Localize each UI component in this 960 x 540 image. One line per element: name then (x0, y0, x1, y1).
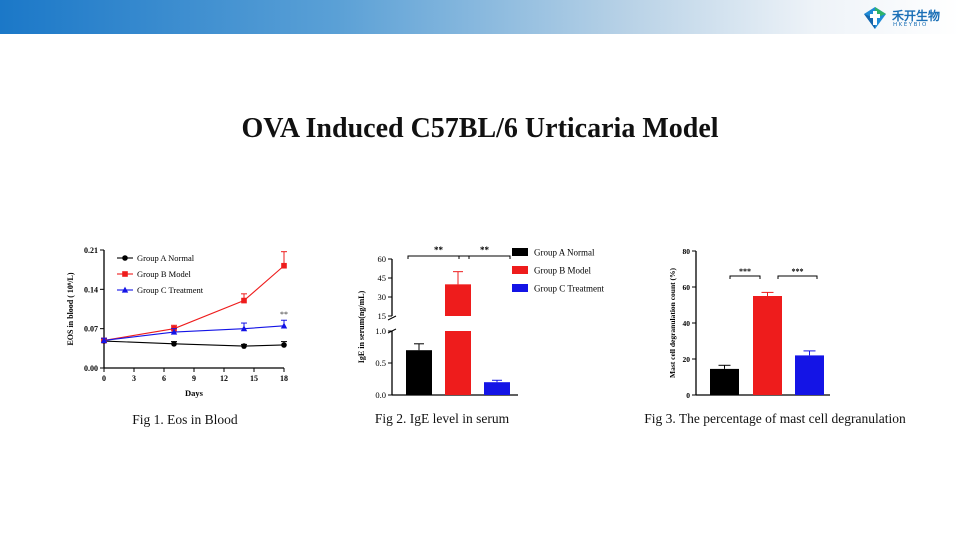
data-point (240, 325, 248, 332)
y-tick-label: 80 (683, 247, 691, 256)
data-point (170, 328, 178, 335)
bar (795, 355, 824, 395)
legend-label: Group B Model (137, 269, 191, 279)
y-tick-label: 0.07 (84, 325, 98, 334)
y-tick-label: 0.14 (84, 285, 98, 294)
data-point (122, 255, 128, 261)
data-point (281, 342, 287, 348)
figure-ige-serum: 15 30 45 60 0.0 0.5 1.0 IgE in serum(ng/mL) ** **… (350, 240, 640, 410)
significance-label: ** (280, 310, 288, 319)
axis-break-mark (387, 315, 397, 321)
x-tick-label: 12 (220, 374, 228, 383)
legend-swatch (512, 266, 528, 274)
significance-label: *** (792, 267, 804, 276)
y-tick-label: 60 (378, 254, 387, 264)
header-band (0, 0, 960, 34)
legend-label: Group C Treatment (534, 284, 605, 294)
legend-label: Group B Model (534, 266, 591, 276)
logo-text-en: HKEYBIO (893, 22, 928, 28)
y-tick-label: 40 (683, 319, 691, 328)
y-tick-label: 1.0 (375, 326, 386, 336)
significance-bracket (407, 255, 470, 259)
figure-eos-blood: 0.00 0.07 0.14 0.21 0 3 6 9 12 15 18 Days EOS in blo… (60, 240, 300, 410)
legend-label: Group C Treatment (137, 285, 204, 295)
data-point (100, 337, 108, 344)
bar (445, 284, 471, 316)
logo-text-cn: 禾开生物 (892, 9, 941, 23)
data-point (121, 286, 129, 293)
y-tick-label: 0.0 (375, 390, 386, 400)
series-1 (101, 251, 287, 344)
x-tick-label: 9 (192, 374, 196, 383)
x-axis-label: Days (185, 388, 204, 398)
y-tick-label: 0.21 (84, 246, 98, 255)
caption-fig1: Fig 1. Eos in Blood (132, 412, 238, 427)
bar (710, 368, 739, 395)
significance-bracket (777, 275, 818, 279)
mast-cell-bar-chart: 0 20 40 60 80 Mast cell degranulation count (… (668, 247, 830, 400)
legend-label: Group A Normal (534, 248, 595, 258)
x-tick-label: 15 (250, 374, 258, 383)
y-axis-label: EOS in blood ( 10⁹/L) (66, 272, 75, 345)
y-tick-label: 15 (378, 311, 387, 321)
bar (445, 331, 471, 395)
x-tick-label: 0 (102, 374, 106, 383)
y-tick-label: 0 (686, 391, 690, 400)
series-0 (101, 338, 287, 349)
legend-swatch (512, 248, 528, 256)
x-tick-label: 18 (280, 374, 288, 383)
y-tick-label: 20 (683, 355, 691, 364)
x-tick-label: 3 (132, 374, 136, 383)
data-point (171, 341, 177, 347)
significance-bracket (729, 275, 761, 279)
bar (753, 296, 782, 395)
significance-bracket (458, 255, 511, 259)
data-point (241, 297, 247, 304)
y-tick-label: 0.00 (84, 364, 98, 373)
y-axis-label: IgE in serum(ng/mL) (357, 290, 366, 363)
significance-label: *** (739, 267, 751, 276)
figure-mast-cell: 0 20 40 60 80 Mast cell degranulation count (… (655, 240, 855, 410)
bar (406, 350, 432, 395)
y-tick-label: 45 (378, 273, 387, 283)
series-line (103, 325, 285, 342)
data-point (281, 262, 287, 269)
ige-bar-chart: 15 30 45 60 0.0 0.5 1.0 IgE in serum(ng/mL) ** **… (357, 245, 605, 400)
series-line (103, 340, 285, 347)
y-tick-label: 0.5 (375, 358, 386, 368)
significance-label: ** (434, 245, 444, 255)
x-tick-label: 6 (162, 374, 166, 383)
legend-label: Group A Normal (137, 253, 195, 263)
page-title: OVA Induced C57BL/6 Urticaria Model (241, 113, 719, 144)
data-point (280, 322, 288, 329)
legend-swatch (512, 284, 528, 292)
bar (484, 382, 510, 395)
y-tick-label: 60 (683, 283, 691, 292)
series-2 (100, 319, 288, 344)
caption-fig3: Fig 3. The percentage of mast cell degra… (644, 411, 906, 426)
logo-mark-icon (864, 7, 886, 29)
company-logo: 禾开生物 HKEYBIO (862, 5, 952, 31)
caption-fig2: Fig 2. IgE level in serum (374, 411, 510, 426)
y-axis-label: Mast cell degranulation count (%) (668, 268, 677, 378)
data-point (122, 271, 128, 277)
series-line (103, 265, 285, 342)
eos-line-chart: 0.00 0.07 0.14 0.21 0 3 6 9 12 15 18 Days EOS in blo… (66, 246, 288, 398)
y-tick-label: 30 (378, 292, 387, 302)
data-point (241, 343, 247, 349)
significance-label: ** (480, 245, 490, 255)
